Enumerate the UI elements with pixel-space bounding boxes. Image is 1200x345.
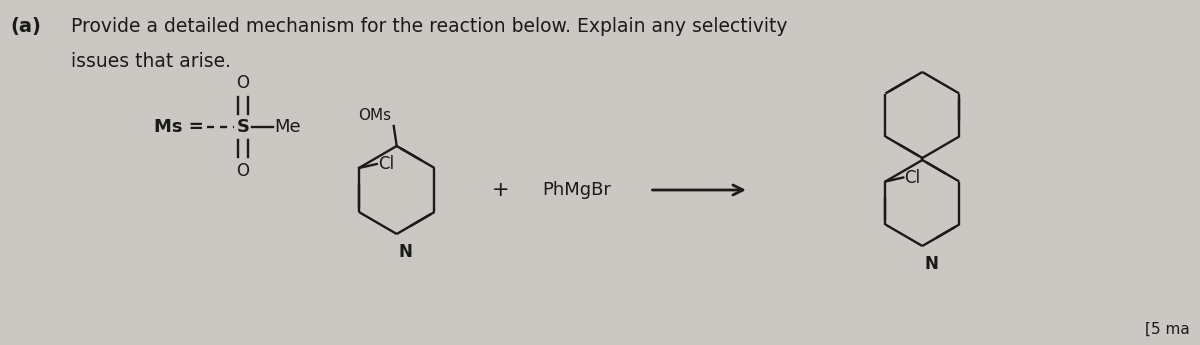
Text: N: N [398, 243, 413, 261]
Text: Provide a detailed mechanism for the reaction below. Explain any selectivity: Provide a detailed mechanism for the rea… [72, 17, 788, 36]
Text: issues that arise.: issues that arise. [72, 52, 232, 71]
Text: Cl: Cl [378, 155, 394, 173]
Text: (a): (a) [10, 17, 41, 36]
Text: +: + [492, 180, 510, 200]
Text: Ms =: Ms = [154, 118, 204, 136]
Text: S: S [236, 118, 250, 136]
Text: O: O [236, 162, 250, 180]
Text: PhMgBr: PhMgBr [542, 181, 611, 199]
Text: Cl: Cl [905, 168, 920, 187]
Text: Me: Me [275, 118, 301, 136]
Text: N: N [924, 255, 938, 273]
Text: OMs: OMs [359, 108, 391, 123]
Text: [5 ma: [5 ma [1146, 322, 1190, 337]
Text: O: O [236, 74, 250, 92]
